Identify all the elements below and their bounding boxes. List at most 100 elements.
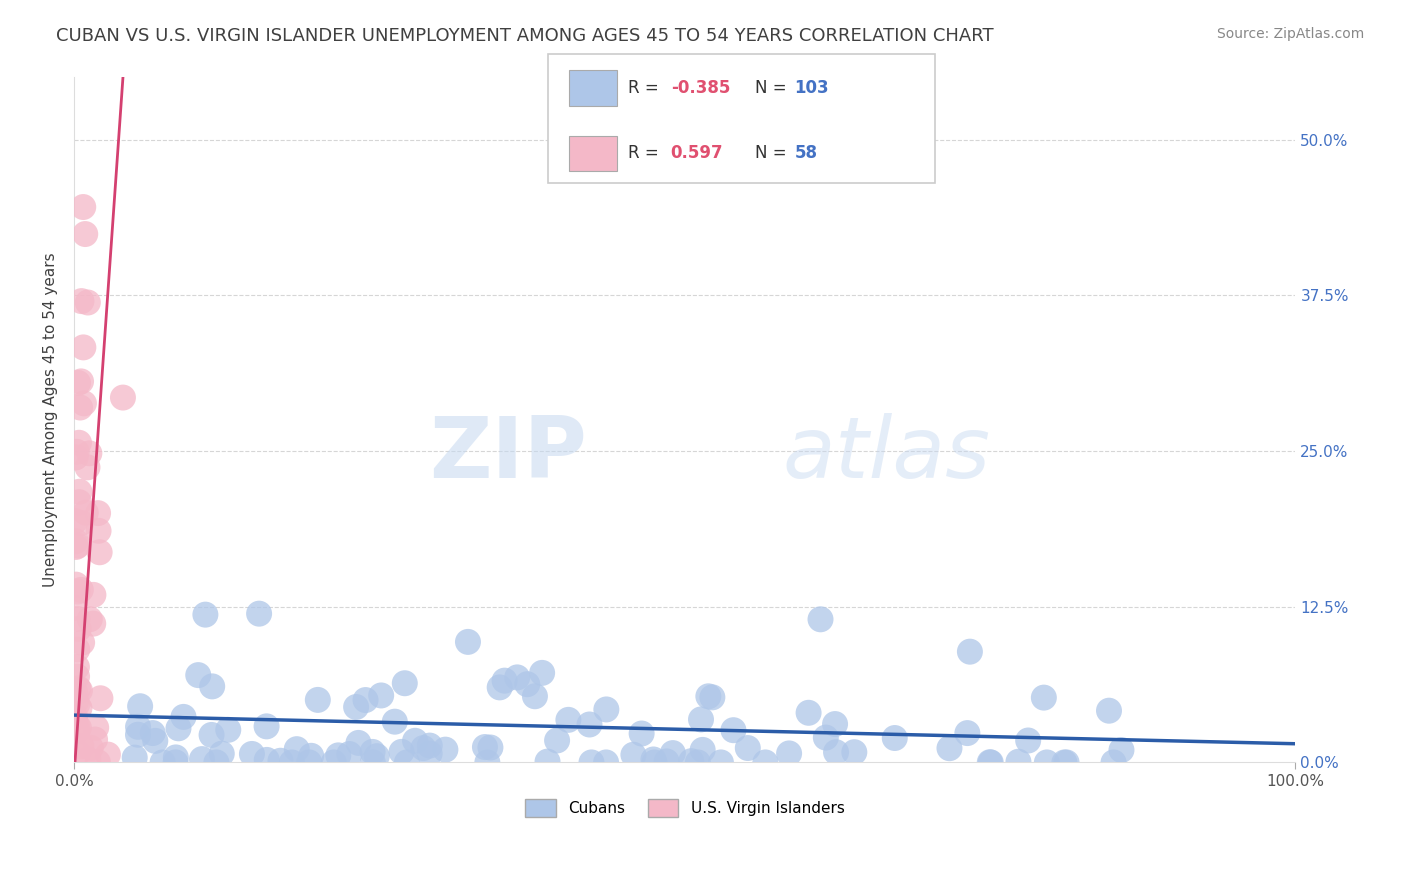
Point	[578, 717, 600, 731]
Point	[361, 756, 384, 770]
Point	[395, 756, 418, 770]
Point	[644, 756, 666, 770]
Point	[1111, 743, 1133, 757]
Point	[298, 756, 321, 770]
Point	[347, 736, 370, 750]
Point	[391, 745, 413, 759]
Point	[825, 745, 848, 759]
Point	[344, 700, 367, 714]
Point	[67, 681, 90, 696]
Point	[457, 635, 479, 649]
Point	[82, 588, 104, 602]
Point	[67, 435, 90, 450]
Text: R =: R =	[628, 79, 665, 97]
Point	[844, 745, 866, 759]
Point	[810, 612, 832, 626]
Point	[152, 756, 174, 770]
Point	[200, 728, 222, 742]
Point	[66, 612, 89, 626]
Point	[354, 693, 377, 707]
Point	[80, 740, 103, 755]
Point	[79, 612, 101, 626]
Point	[70, 375, 93, 389]
Point	[419, 747, 441, 761]
Point	[546, 733, 568, 747]
Point	[956, 726, 979, 740]
Point	[82, 616, 104, 631]
Point	[979, 756, 1001, 770]
Point	[419, 739, 441, 753]
Point	[322, 756, 344, 770]
Point	[65, 540, 87, 554]
Point	[307, 693, 329, 707]
Point	[778, 747, 800, 761]
Point	[124, 750, 146, 764]
Point	[65, 534, 87, 549]
Point	[75, 227, 97, 241]
Point	[366, 749, 388, 764]
Point	[494, 673, 516, 688]
Point	[201, 679, 224, 693]
Point	[97, 747, 120, 762]
Point	[84, 721, 107, 735]
Point	[1098, 704, 1121, 718]
Point	[256, 719, 278, 733]
Point	[797, 706, 820, 720]
Point	[1056, 756, 1078, 770]
Point	[434, 742, 457, 756]
Point	[72, 200, 94, 214]
Point	[690, 713, 713, 727]
Point	[76, 295, 98, 310]
Point	[65, 695, 87, 709]
Point	[194, 607, 217, 622]
Text: N =: N =	[755, 79, 792, 97]
Point	[737, 741, 759, 756]
Point	[67, 376, 90, 390]
Point	[557, 713, 579, 727]
Point	[84, 732, 107, 747]
Point	[89, 545, 111, 559]
Point	[1053, 756, 1076, 770]
Point	[623, 747, 645, 762]
Point	[70, 739, 93, 754]
Point	[66, 584, 89, 599]
Point	[217, 723, 239, 737]
Text: R =: R =	[628, 145, 665, 162]
Point	[66, 698, 89, 712]
Point	[87, 524, 110, 538]
Point	[938, 741, 960, 756]
Point	[66, 539, 89, 553]
Legend: Cubans, U.S. Virgin Islanders: Cubans, U.S. Virgin Islanders	[519, 792, 851, 823]
Point	[67, 622, 90, 636]
Point	[173, 710, 195, 724]
Point	[523, 690, 546, 704]
Point	[361, 745, 384, 759]
Point	[328, 748, 350, 763]
Point	[370, 689, 392, 703]
Point	[72, 340, 94, 354]
Point	[1017, 733, 1039, 747]
Point	[256, 753, 278, 767]
Point	[394, 676, 416, 690]
Point	[681, 754, 703, 768]
Point	[686, 756, 709, 770]
Point	[69, 484, 91, 499]
Point	[536, 755, 558, 769]
Point	[824, 717, 846, 731]
Point	[595, 756, 617, 770]
Point	[89, 691, 111, 706]
Point	[76, 460, 98, 475]
Point	[127, 720, 149, 734]
Point	[165, 750, 187, 764]
Point	[127, 728, 149, 742]
Point	[643, 752, 665, 766]
Point	[66, 719, 89, 733]
Point	[281, 756, 304, 770]
Point	[710, 756, 733, 770]
Point	[79, 446, 101, 460]
Point	[191, 752, 214, 766]
Point	[1102, 756, 1125, 770]
Point	[240, 747, 263, 761]
Point	[474, 739, 496, 754]
Point	[980, 756, 1002, 770]
